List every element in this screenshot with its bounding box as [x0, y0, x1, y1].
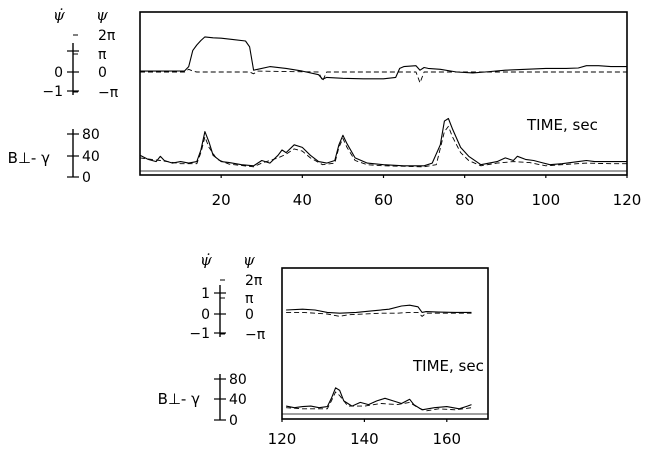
- x-tick-label: 60: [374, 191, 393, 209]
- psi-tick-label: 0: [98, 65, 107, 81]
- b-tick-label: 40: [82, 149, 100, 165]
- psi-dot-tick-label: 0: [201, 307, 210, 323]
- series-psi: [286, 304, 472, 314]
- b-tick-label: 0: [229, 413, 238, 429]
- psi-dot-tick-label: −1: [189, 326, 210, 342]
- plot-frame: [139, 11, 628, 176]
- psi-dot-tick-label: −1: [42, 84, 63, 100]
- b-tick-label: 0: [82, 170, 91, 186]
- psi-tick-label: −π: [245, 327, 266, 343]
- x-tick-label: 80: [455, 191, 474, 209]
- plot-frame: [281, 267, 489, 420]
- x-tick-label: 140: [350, 430, 379, 448]
- psi-tick-label: π: [98, 47, 107, 63]
- b-tick-label: 40: [229, 392, 247, 408]
- b-axis-label: B⊥- γ: [8, 149, 51, 167]
- series-B-perp-minus-gamma: [285, 387, 472, 411]
- psi-dot-tick-label: 1: [201, 286, 210, 302]
- x-tick-label: 120: [613, 191, 642, 209]
- psi-tick-label: 0: [245, 307, 254, 323]
- series-B-perp-minus-gamma-ref: [139, 125, 627, 168]
- series-B-perp-minus-gamma: [139, 117, 627, 167]
- series-B-perp-minus-gamma-ref: [286, 391, 472, 412]
- x-axis-title: TIME, sec: [412, 357, 484, 375]
- psi-tick-label: π: [245, 291, 254, 307]
- series-psi-dot: [140, 68, 627, 84]
- psi-tick-label: −π: [98, 85, 119, 101]
- psi-symbol: ψ: [96, 6, 108, 24]
- x-tick-label: 160: [432, 430, 461, 448]
- psi-dot-tick-label: 0: [54, 65, 63, 81]
- series-psi-dot: [286, 311, 472, 317]
- psi-dot-symbol: ψ̇: [200, 251, 212, 269]
- b-tick-label: 80: [229, 372, 247, 388]
- psi-tick-label: 2π: [98, 28, 116, 44]
- psi-dot-symbol: ψ̇: [53, 6, 65, 24]
- b-axis-label: B⊥- γ: [158, 390, 201, 408]
- panel-upper: 20 40 60 80 100 120 TIME, sec 0 −1 ψ̇ 2π π 0 −π ψ 80 40 0…: [8, 6, 642, 209]
- x-tick-label: 20: [212, 191, 231, 209]
- x-tick-label: 40: [293, 191, 312, 209]
- x-tick-label: 100: [532, 191, 561, 209]
- b-tick-label: 80: [82, 127, 100, 143]
- series-psi: [140, 36, 627, 80]
- psi-tick-label: 2π: [245, 273, 263, 289]
- psi-symbol: ψ: [243, 251, 255, 269]
- x-axis-title: TIME, sec: [526, 116, 598, 134]
- x-tick-label: 120: [268, 430, 297, 448]
